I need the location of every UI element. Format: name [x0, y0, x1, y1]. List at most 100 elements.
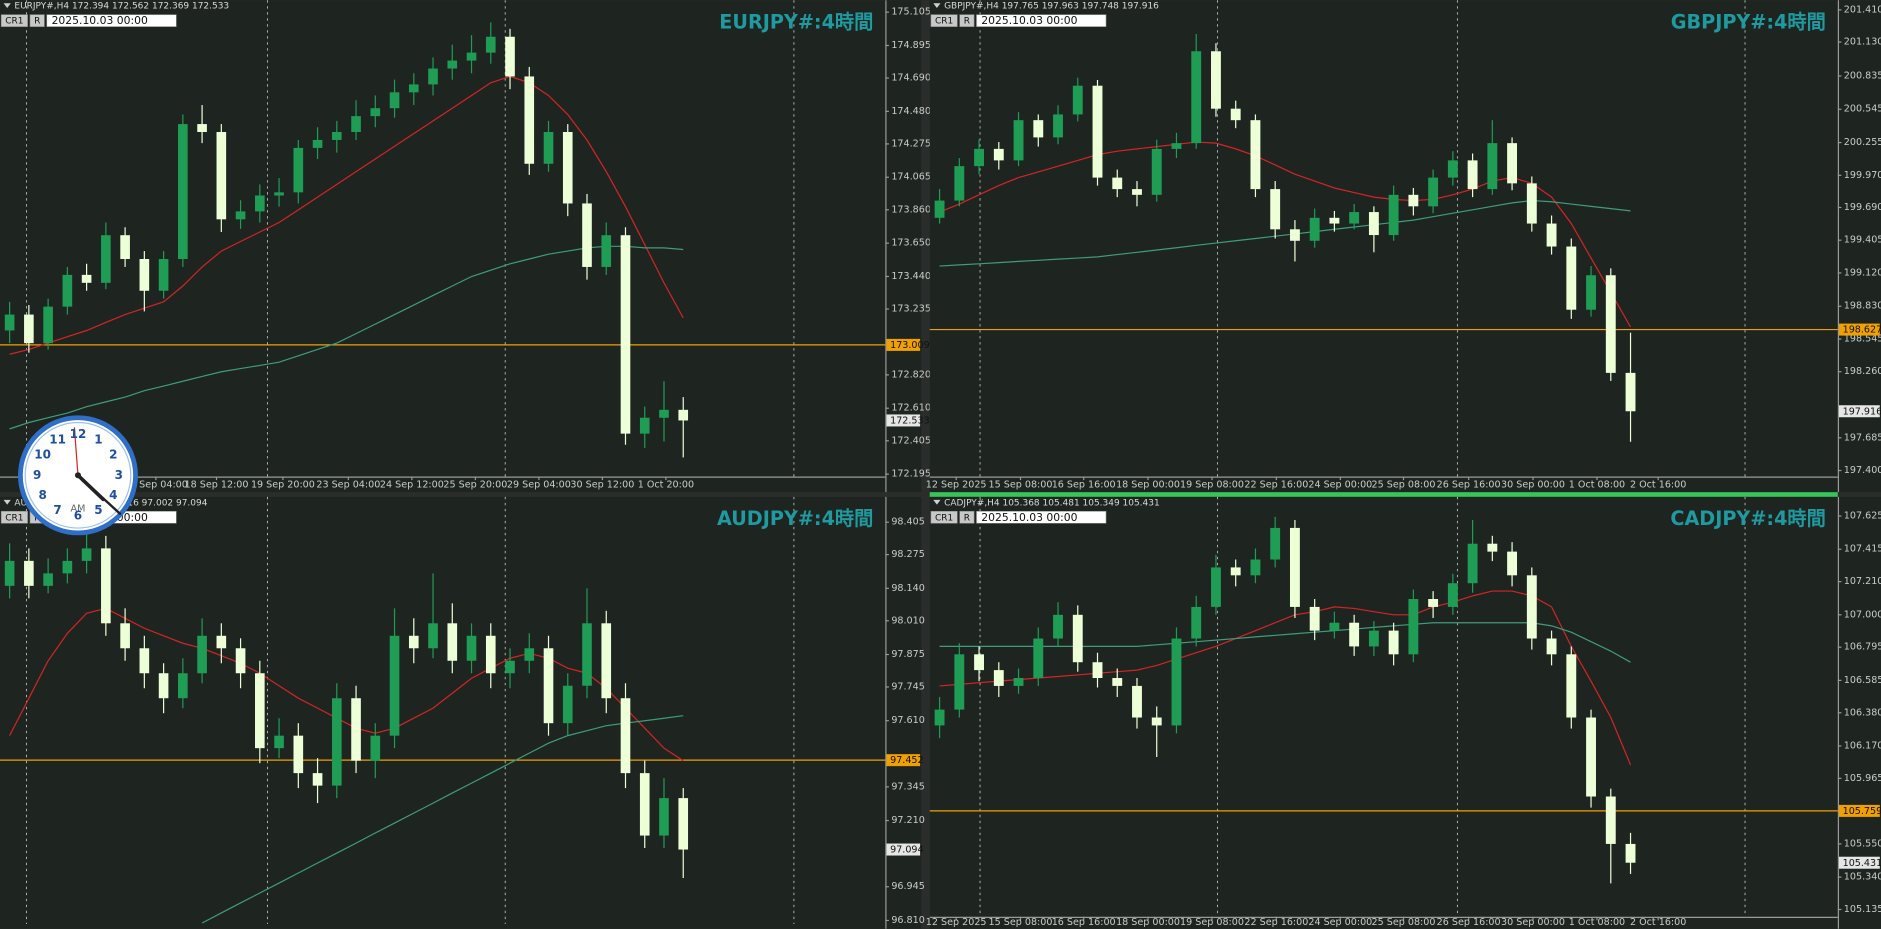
- candle-body: [1487, 543, 1498, 552]
- candle-body: [139, 259, 150, 291]
- candle-body: [678, 798, 689, 850]
- mode-button-label[interactable]: R: [964, 513, 970, 523]
- level-label-box: [886, 338, 921, 351]
- candle-body: [1309, 606, 1320, 631]
- candle-body: [293, 735, 304, 774]
- y-tick-label: 97.875: [891, 649, 925, 660]
- candle-body: [428, 68, 438, 85]
- candle-body: [993, 148, 1004, 161]
- candle-body: [331, 132, 342, 140]
- y-tick-label: 172.195: [891, 469, 931, 480]
- candle-body: [370, 735, 381, 761]
- candle-body: [639, 773, 650, 836]
- candle-body: [43, 306, 53, 344]
- x-tick-label: 19 Sep 08:00: [1180, 479, 1244, 490]
- x-tick-label: 16 Sep 16:00: [1052, 917, 1116, 928]
- candle-body: [1053, 114, 1063, 138]
- x-tick-label: 30 Sep 00:00: [1501, 479, 1565, 490]
- clock-numeral: 2: [109, 447, 117, 461]
- x-tick-label: 1 Oct 08:00: [1569, 917, 1625, 928]
- pane-header: EURJPY#,H4 172.394 172.562 172.369 172.5…: [14, 2, 229, 12]
- candle-body: [1566, 654, 1577, 718]
- chart-pane: 107.625 107.415 107.210 107.000 106.795 106.5…: [926, 496, 1881, 929]
- candle-body: [1408, 599, 1419, 655]
- candle-body: [993, 670, 1004, 686]
- x-tick-label: 25 Sep 20:00: [443, 479, 507, 490]
- last-price-label: 197.916: [1843, 406, 1881, 417]
- mode-button[interactable]: [959, 510, 975, 524]
- candle-body: [389, 92, 400, 109]
- level-label: 105.759: [1843, 806, 1881, 817]
- y-tick-label: 105.340: [1844, 872, 1881, 883]
- cr-button[interactable]: [0, 14, 28, 27]
- candle-body: [178, 124, 188, 260]
- candle-body: [1625, 843, 1636, 863]
- candle-body: [178, 673, 188, 699]
- pane-header: GBPJPY#,H4 197.765 197.963 197.748 197.9…: [944, 2, 1159, 12]
- cr-button-label[interactable]: CR1: [935, 513, 953, 523]
- mode-button[interactable]: [959, 14, 975, 27]
- x-tick-label: 18 Sep 00:00: [1116, 479, 1180, 490]
- cr-button[interactable]: [930, 510, 958, 524]
- cr-button-label[interactable]: CR1: [5, 17, 23, 27]
- candle-body: [1053, 614, 1063, 639]
- mode-button[interactable]: [29, 14, 45, 27]
- y-tick-label: 172.405: [891, 435, 931, 446]
- candle-body: [974, 654, 984, 671]
- last-price-label-box: [1839, 405, 1880, 418]
- cr-button[interactable]: [930, 14, 958, 27]
- candle-body: [408, 635, 419, 649]
- cr-button-label[interactable]: CR1: [935, 17, 953, 27]
- candle-body: [62, 560, 73, 574]
- y-tick-label: 173.650: [891, 238, 931, 249]
- candle-body: [562, 685, 573, 724]
- candle-body: [505, 660, 515, 674]
- chart-title: EURJPY#:4時間: [719, 11, 873, 34]
- time-box: [976, 14, 1107, 27]
- mode-button-label[interactable]: R: [34, 17, 40, 27]
- y-tick-label: 98.405: [891, 517, 925, 528]
- cr-button[interactable]: [0, 510, 28, 524]
- candle-body: [351, 116, 361, 133]
- candle-body: [197, 124, 207, 133]
- cr-button-label[interactable]: CR1: [5, 513, 23, 523]
- chart-title: CADJPY#:4時間: [1670, 507, 1825, 530]
- candle-body: [954, 654, 965, 710]
- candle-body: [1151, 148, 1162, 195]
- last-price-label-box: [1839, 856, 1880, 869]
- candle-body: [934, 709, 945, 726]
- clock-numeral: 11: [49, 432, 66, 446]
- y-tick-label: 107.210: [1844, 576, 1881, 587]
- candle-body: [1250, 120, 1261, 190]
- candle-body: [1388, 194, 1399, 236]
- moving-average: [939, 622, 1631, 663]
- y-tick-label: 199.690: [1844, 202, 1881, 213]
- candle-body: [389, 635, 400, 736]
- clock-numeral: 3: [115, 468, 123, 482]
- candle-body: [139, 648, 150, 674]
- candle-body: [1368, 630, 1379, 647]
- candle-body: [312, 139, 323, 148]
- candle-body: [1211, 51, 1221, 109]
- candle-body: [1388, 630, 1399, 655]
- last-price-label: 172.533: [890, 416, 930, 427]
- y-tick-label: 197.685: [1844, 432, 1881, 443]
- level-label-box: [1839, 323, 1880, 336]
- y-tick-label: 173.235: [891, 304, 931, 315]
- candle-body: [582, 203, 592, 267]
- y-tick-label: 174.480: [891, 106, 931, 117]
- candle-body: [235, 211, 246, 220]
- y-tick-label: 107.000: [1844, 609, 1881, 620]
- candle-body: [1289, 229, 1300, 241]
- y-tick-label: 96.810: [891, 915, 925, 926]
- candle-body: [562, 132, 573, 204]
- candle-body: [158, 673, 169, 699]
- candle-body: [1546, 223, 1557, 247]
- candle-body: [954, 166, 965, 201]
- mode-button-label[interactable]: R: [964, 17, 970, 27]
- x-tick-label: 24 Sep 00:00: [1308, 479, 1372, 490]
- candle-body: [1211, 567, 1221, 607]
- y-tick-label: 201.410: [1844, 4, 1881, 15]
- y-tick-label: 97.345: [891, 781, 925, 792]
- candle-body: [1171, 143, 1182, 149]
